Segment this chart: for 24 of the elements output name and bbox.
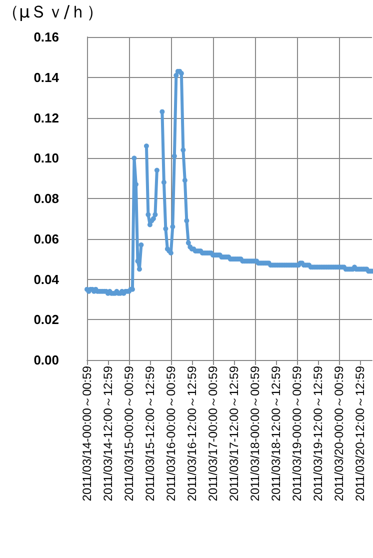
x-tick-label: 2011/03/18-12:00～12:59 xyxy=(268,366,283,502)
y-tick-label: 0.14 xyxy=(34,70,60,85)
x-tick-label: 2011/03/19-00:00～00:59 xyxy=(290,366,304,502)
x-tick-label: 2011/03/14-00:00～00:59 xyxy=(80,366,94,502)
x-tick-label: 2011/03/20-00:00～00:59 xyxy=(332,366,346,502)
x-tick-label: 2011/03/19-12:00～12:59 xyxy=(310,366,325,502)
x-tick-label: 2011/03/16-00:00～00:59 xyxy=(164,366,178,502)
y-axis-title: （μＳｖ/ｈ） xyxy=(2,2,104,22)
x-tick-label: 2011/03/17-12:00～12:59 xyxy=(226,366,241,502)
y-tick-label: 0.12 xyxy=(34,110,59,126)
x-tick-label: 2011/03/16-12:00～12:59 xyxy=(184,366,199,502)
x-tick-label: 2011/03/15-00:00～00:59 xyxy=(122,366,136,502)
x-tick-label: 2011/03/15-12:00～12:59 xyxy=(142,366,157,502)
y-tick-label: 0.10 xyxy=(34,150,59,166)
x-tick-label: 2011/03/20-12:00～12:59 xyxy=(352,366,367,502)
y-tick-label: 0.02 xyxy=(34,312,59,328)
x-tick-label: 2011/03/18-00:00～00:59 xyxy=(248,366,262,502)
y-tick-label: 0.16 xyxy=(34,30,59,44)
y-tick-label: 0.04 xyxy=(34,272,60,287)
y-tick-label: 0.08 xyxy=(34,191,59,206)
x-tick-label: 2011/03/17-00:00～00:59 xyxy=(206,366,220,502)
y-tick-label: 0.06 xyxy=(34,231,59,246)
x-tick-label: 2011/03/14-12:00～12:59 xyxy=(100,366,115,502)
y-tick-label: 0.00 xyxy=(34,352,59,368)
